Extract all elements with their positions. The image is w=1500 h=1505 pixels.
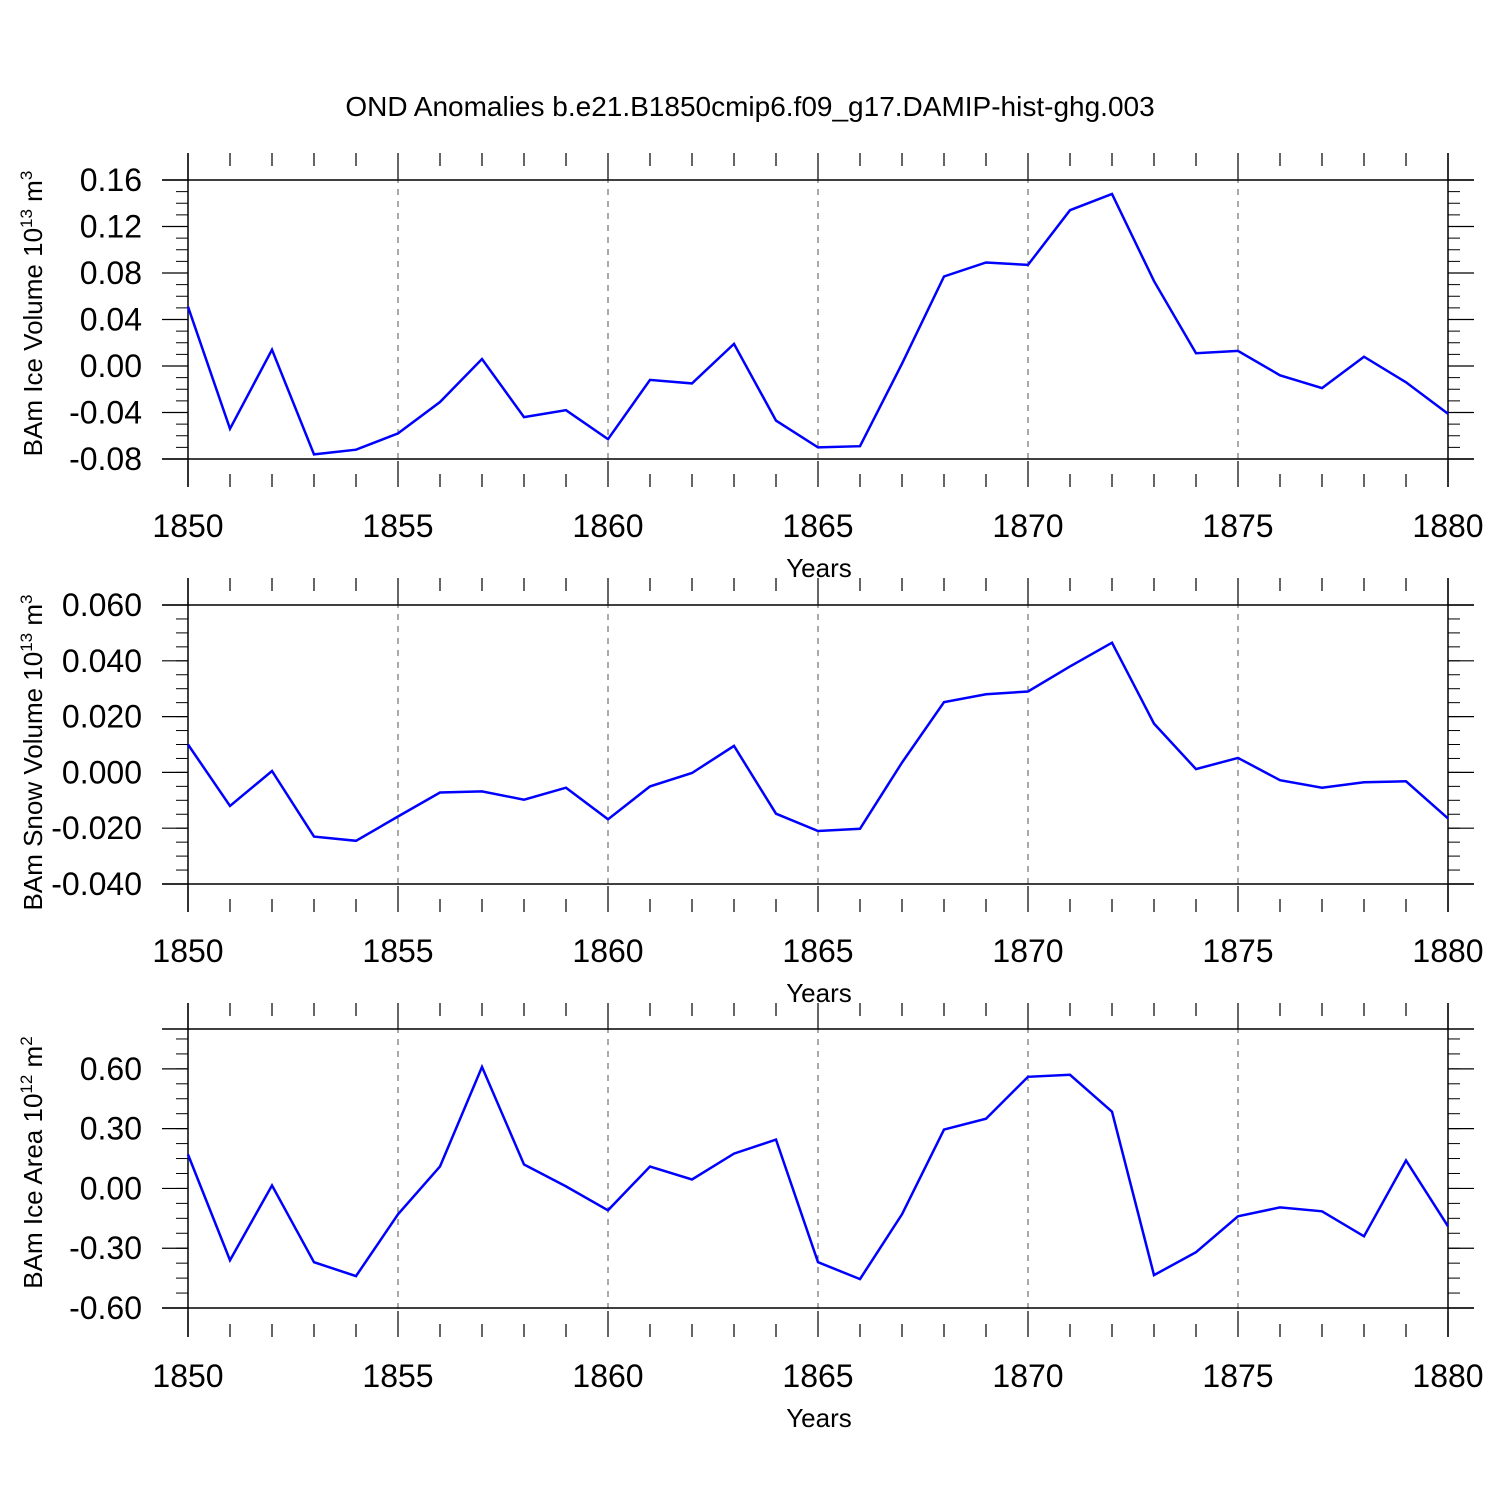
y-axis-title: BAm Snow Volume 1013 m3 xyxy=(17,595,48,911)
chart-panel-1: -0.08 -0.04 0.00 0.04 0.08 0.12 0.16 1850 1855 18… xyxy=(17,153,1484,583)
x-tick-label: 1880 xyxy=(1412,933,1483,969)
x-tick-label: 1875 xyxy=(1202,1358,1273,1394)
x-tick-label: 1855 xyxy=(362,508,433,544)
y-tick-label: -0.020 xyxy=(51,810,142,846)
chart-panel-3: -0.60 -0.30 0.00 0.30 0.60 1850 1855 1860 1865 18… xyxy=(17,1003,1484,1433)
y-tick-label: 0.040 xyxy=(62,643,142,679)
y-tick-label: -0.08 xyxy=(69,441,142,477)
x-tick-label: 1865 xyxy=(782,933,853,969)
x-tick-label: 1875 xyxy=(1202,933,1273,969)
chart-title: OND Anomalies b.e21.B1850cmip6.f09_g17.D… xyxy=(345,91,1154,122)
x-tick-label: 1870 xyxy=(992,933,1063,969)
x-tick-label: 1855 xyxy=(362,933,433,969)
x-tick-label: 1855 xyxy=(362,1358,433,1394)
y-tick-label: 0.12 xyxy=(80,209,142,245)
x-tick-label: 1860 xyxy=(572,1358,643,1394)
y-axis-title: BAm Ice Area 1012 m2 xyxy=(17,1036,48,1288)
y-tick-label: 0.00 xyxy=(80,348,142,384)
x-axis-title: Years xyxy=(786,1403,852,1433)
y-tick-label: 0.04 xyxy=(80,302,142,338)
x-tick-label: 1870 xyxy=(992,1358,1063,1394)
y-axis-title: BAm Ice Volume 1013 m3 xyxy=(17,171,48,457)
y-tick-label: -0.30 xyxy=(69,1230,142,1266)
x-tick-label: 1860 xyxy=(572,508,643,544)
x-tick-label: 1865 xyxy=(782,508,853,544)
x-axis-title: Years xyxy=(786,978,852,1008)
x-tick-label: 1850 xyxy=(152,508,223,544)
y-tick-label: 0.08 xyxy=(80,255,142,291)
x-tick-label: 1880 xyxy=(1412,1358,1483,1394)
y-tick-label: 0.060 xyxy=(62,587,142,623)
y-tick-label: 0.60 xyxy=(80,1051,142,1087)
y-tick-label: -0.040 xyxy=(51,866,142,902)
y-tick-label: -0.04 xyxy=(69,395,142,431)
y-tick-label: 0.000 xyxy=(62,754,142,790)
x-axis-title: Years xyxy=(786,553,852,583)
y-tick-label: 0.16 xyxy=(80,162,142,198)
x-tick-label: 1850 xyxy=(152,1358,223,1394)
y-tick-label: -0.60 xyxy=(69,1290,142,1326)
x-tick-label: 1875 xyxy=(1202,508,1273,544)
chart-panel-2: -0.040 -0.020 0.000 0.020 0.040 0.060 1850 1855… xyxy=(17,578,1484,1008)
x-tick-label: 1860 xyxy=(572,933,643,969)
panels: -0.08 -0.04 0.00 0.04 0.08 0.12 0.16 1850 1855 18… xyxy=(17,153,1484,1433)
y-tick-label: 0.30 xyxy=(80,1111,142,1147)
y-tick-label: 0.020 xyxy=(62,699,142,735)
x-tick-label: 1865 xyxy=(782,1358,853,1394)
x-tick-label: 1850 xyxy=(152,933,223,969)
y-tick-label: 0.00 xyxy=(80,1170,142,1206)
x-tick-label: 1870 xyxy=(992,508,1063,544)
x-tick-label: 1880 xyxy=(1412,508,1483,544)
